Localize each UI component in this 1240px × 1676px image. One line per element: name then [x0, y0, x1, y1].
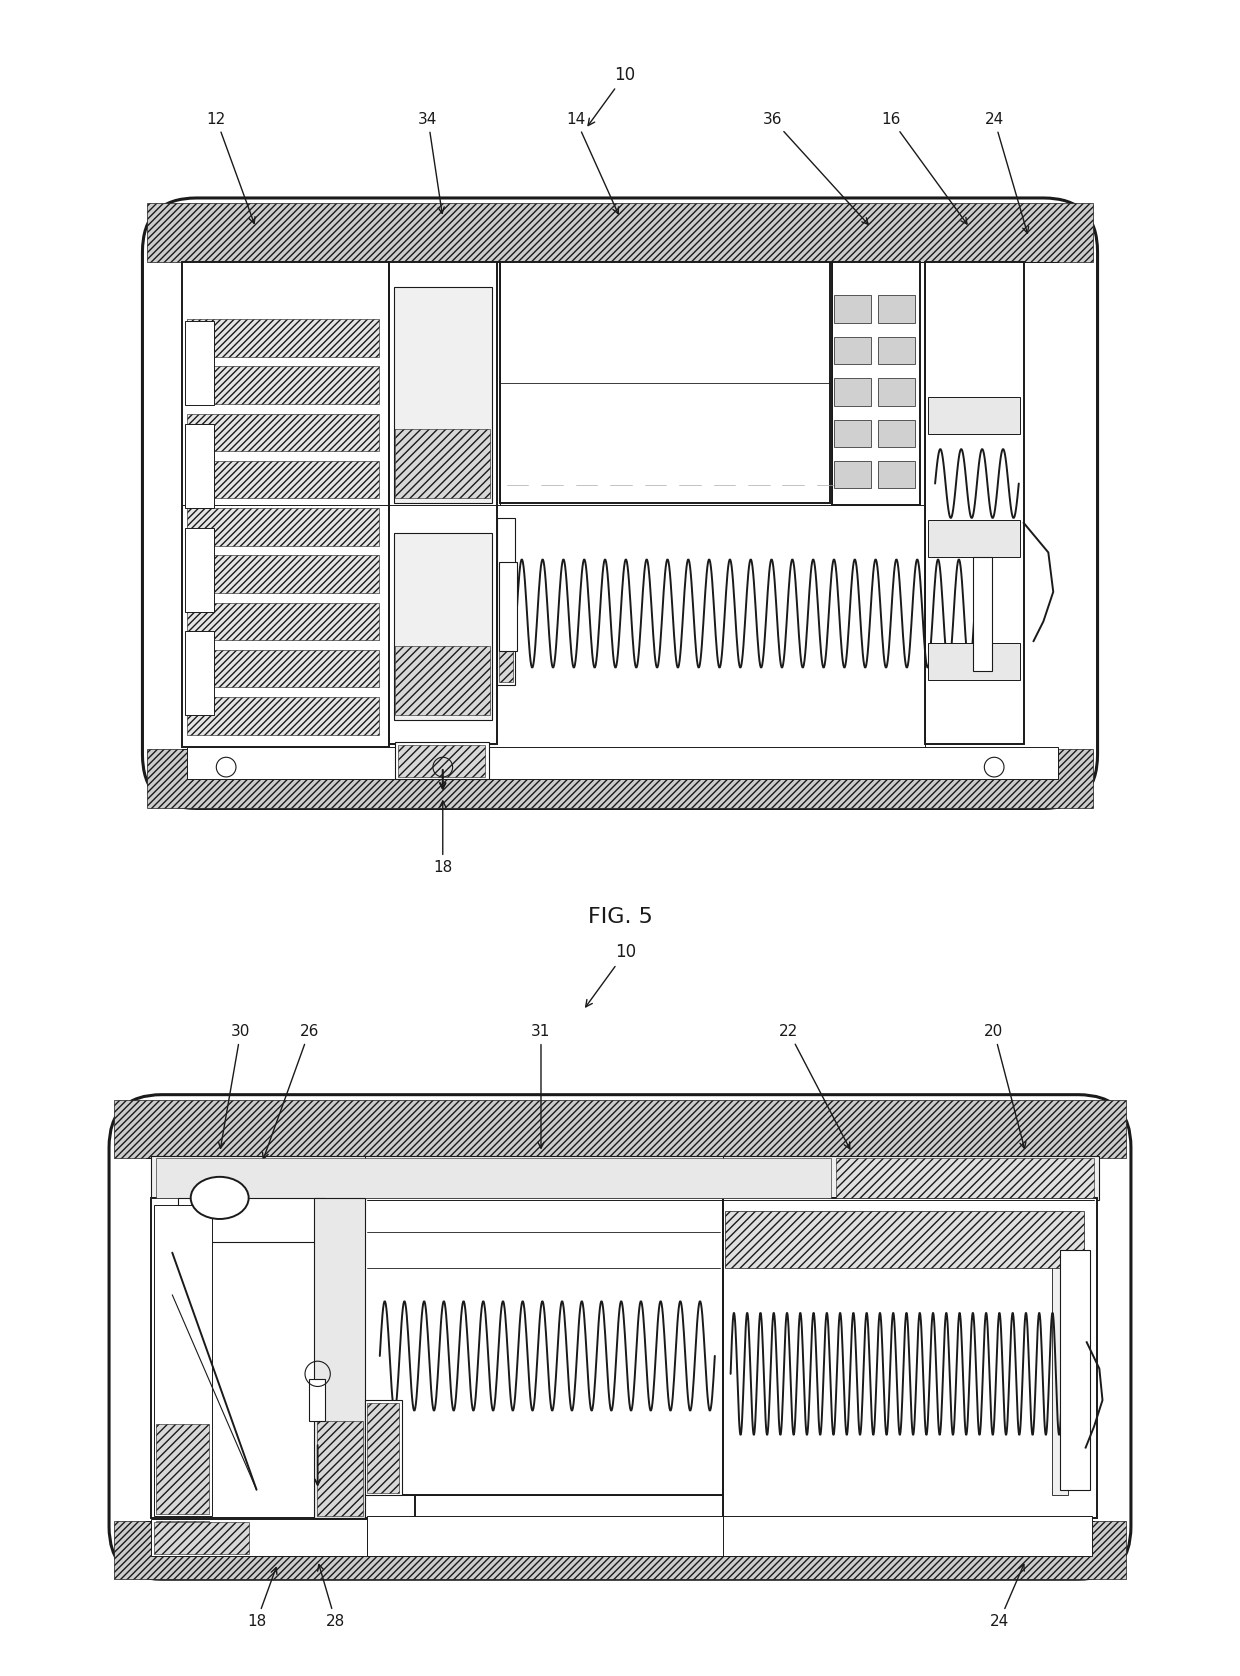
Text: 24: 24 [985, 112, 1029, 233]
Bar [1052, 1244, 1068, 1495]
Bar [878, 419, 915, 447]
Bar [187, 650, 378, 687]
Bar [393, 533, 492, 721]
Bar [878, 379, 915, 406]
Bar [832, 261, 920, 504]
Bar [497, 518, 515, 685]
Text: 20: 20 [985, 1024, 1025, 1148]
Bar [187, 747, 1058, 779]
Bar [185, 528, 215, 612]
Bar [393, 287, 492, 503]
Bar [388, 261, 497, 744]
Bar [365, 1198, 723, 1495]
Bar [187, 414, 378, 451]
Bar [148, 749, 1092, 808]
Text: 28: 28 [317, 1564, 345, 1629]
Bar [177, 1198, 325, 1242]
Bar [114, 1522, 1126, 1579]
FancyBboxPatch shape [143, 198, 1097, 808]
Bar [929, 520, 1019, 558]
Bar [396, 429, 490, 498]
Text: 24: 24 [990, 1564, 1024, 1629]
Bar [723, 1198, 1097, 1518]
Text: 18: 18 [433, 801, 453, 875]
Bar [151, 1198, 414, 1518]
Text: 10: 10 [588, 65, 635, 126]
Bar [500, 261, 830, 503]
Bar [156, 1522, 210, 1550]
Bar [365, 1399, 402, 1495]
Bar [929, 644, 1019, 680]
Bar [396, 741, 489, 779]
Bar [182, 261, 388, 747]
Bar [151, 1156, 1100, 1200]
Text: FIG. 5: FIG. 5 [588, 907, 652, 927]
Text: 14: 14 [567, 112, 619, 215]
Text: 10: 10 [585, 944, 636, 1007]
Bar [836, 1158, 1094, 1198]
Text: 34: 34 [418, 112, 444, 213]
Bar [1060, 1250, 1090, 1490]
Bar [187, 508, 378, 546]
Text: 36: 36 [763, 112, 868, 225]
Bar [154, 1522, 249, 1554]
Text: 30: 30 [218, 1024, 250, 1148]
Bar [833, 295, 870, 323]
Bar [396, 645, 490, 716]
Bar [833, 379, 870, 406]
Text: 16: 16 [882, 112, 967, 225]
Bar [398, 746, 485, 778]
Bar [154, 1205, 212, 1517]
Bar [925, 261, 1024, 744]
Bar [185, 632, 215, 716]
Bar [187, 461, 378, 498]
Bar [833, 419, 870, 447]
Bar [315, 1198, 365, 1518]
Text: 12: 12 [207, 112, 255, 223]
Bar [156, 1425, 210, 1513]
Bar [151, 1518, 367, 1555]
Bar [833, 461, 870, 488]
Bar [187, 367, 378, 404]
Bar [187, 603, 378, 640]
Text: 18: 18 [247, 1567, 277, 1629]
Bar [498, 628, 512, 682]
Bar [187, 697, 378, 734]
Bar [972, 558, 992, 670]
Bar [154, 1518, 212, 1554]
Bar [185, 424, 215, 508]
Bar [148, 203, 1092, 261]
Bar [156, 1158, 831, 1198]
Bar [316, 1421, 363, 1517]
Bar [367, 1403, 399, 1493]
Bar [878, 295, 915, 323]
Bar [833, 337, 870, 364]
FancyBboxPatch shape [109, 1094, 1131, 1579]
Bar [878, 461, 915, 488]
Text: 22: 22 [779, 1024, 849, 1148]
Bar [367, 1517, 1092, 1555]
Bar [114, 1099, 1126, 1158]
Bar [725, 1210, 1084, 1269]
Bar [878, 337, 915, 364]
Bar [187, 318, 378, 357]
Ellipse shape [191, 1177, 249, 1218]
Bar [498, 561, 517, 650]
Bar [929, 397, 1019, 434]
Bar [309, 1379, 325, 1421]
Text: 26: 26 [263, 1024, 319, 1160]
Bar [185, 322, 215, 406]
Text: 31: 31 [531, 1024, 551, 1148]
Bar [187, 555, 378, 593]
